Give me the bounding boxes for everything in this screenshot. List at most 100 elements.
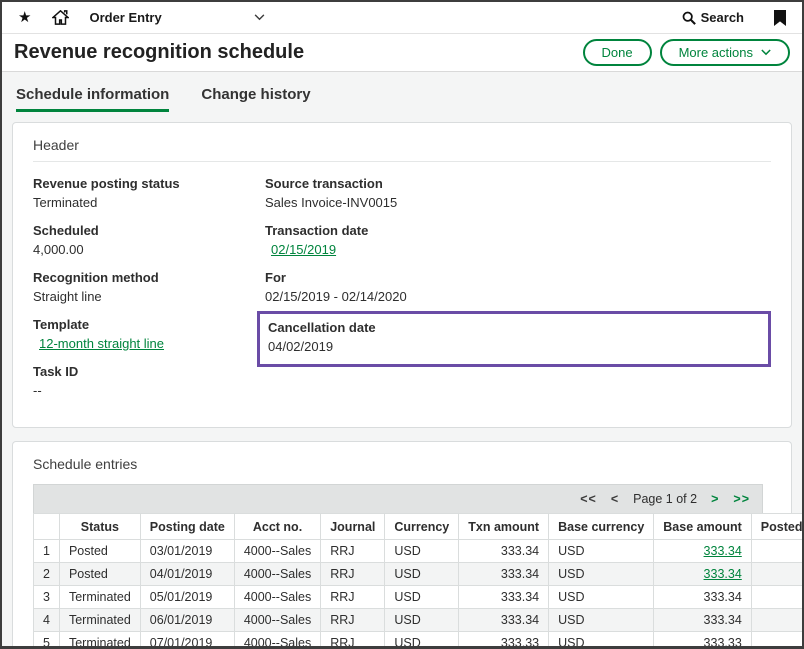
home-icon[interactable] <box>52 10 70 25</box>
table-row: 4 Terminated 06/01/2019 4000--Sales RRJ USD 33… <box>33 608 802 632</box>
cell-journal: RRJ <box>320 631 386 646</box>
field-value: 02/15/2019 <box>265 242 771 257</box>
field-value: Terminated <box>33 195 98 210</box>
cell-txn-amount: 333.34 <box>458 562 550 586</box>
table-row: 3 Terminated 05/01/2019 4000--Sales RRJ USD 33… <box>33 585 802 609</box>
search-button[interactable]: Search <box>682 10 744 25</box>
base-amount-link[interactable]: 333.34 <box>703 544 742 558</box>
cell-base-currency: USD <box>548 608 655 632</box>
cell-txn-amount: 333.33 <box>458 631 550 646</box>
cell-journal: RRJ <box>320 585 386 609</box>
cell-posting-date: 04/01/2019 <box>139 562 235 586</box>
cell-status: Terminated <box>58 631 141 646</box>
header-card: Header Revenue posting status Terminated S… <box>12 122 792 428</box>
pager-next-button[interactable]: > <box>711 492 720 506</box>
cell-base-amount: 333.34 <box>653 539 752 563</box>
cell-row-number: 4 <box>33 608 60 632</box>
template-link[interactable]: 12-month straight line <box>39 336 165 351</box>
search-label: Search <box>700 10 744 25</box>
cell-journal: RRJ <box>320 608 386 632</box>
done-button[interactable]: Done <box>582 39 652 66</box>
search-icon <box>682 11 696 25</box>
cell-status: Terminated <box>58 585 141 609</box>
cell-currency: USD <box>384 539 460 563</box>
cell-posted-base-amount: 0.00 <box>750 631 802 646</box>
cell-status: Posted <box>58 539 141 563</box>
column-header-txn-amount: Txn amount <box>458 513 550 540</box>
app-menu-label[interactable]: Order Entry <box>89 10 162 25</box>
top-nav-bar: ★ Order Entry Search <box>2 2 802 34</box>
column-header-journal: Journal <box>320 513 386 540</box>
pager-page-label: Page 1 of 2 <box>633 492 698 506</box>
cell-txn-amount: 333.34 <box>458 539 550 563</box>
cell-row-number: 5 <box>33 631 60 646</box>
field-value: 12-month straight line <box>33 336 265 351</box>
field-value: 04/02/2019 <box>268 339 334 354</box>
field-label: Transaction date <box>265 223 369 238</box>
column-header-currency: Currency <box>384 513 460 540</box>
field-revenue-posting-status: Revenue posting status Terminated <box>33 176 265 210</box>
page-title: Revenue recognition schedule <box>14 41 305 63</box>
field-scheduled: Scheduled 4,000.00 <box>33 223 265 257</box>
cell-acct-no: 4000--Sales <box>233 539 322 563</box>
field-label: Scheduled <box>33 223 99 238</box>
field-value: 4,000.00 <box>33 242 84 257</box>
favorites-star-icon[interactable]: ★ <box>18 9 32 26</box>
pager-last-button[interactable]: >> <box>733 492 750 506</box>
cell-base-amount: 333.34 <box>653 562 752 586</box>
cell-base-amount: 333.34 <box>653 585 752 609</box>
cell-acct-no: 4000--Sales <box>233 608 322 632</box>
column-header-base-currency: Base currency <box>548 513 655 540</box>
cell-base-currency: USD <box>548 539 655 563</box>
chevron-down-icon[interactable] <box>254 14 265 21</box>
column-header-posted-base-amount: Posted base amount <box>750 513 802 540</box>
table-row: 2 Posted 04/01/2019 4000--Sales RRJ USD 333.34… <box>33 562 802 586</box>
field-label: Template <box>33 317 90 332</box>
cell-posting-date: 03/01/2019 <box>139 539 235 563</box>
schedule-entries-table-wrap: << < Page 1 of 2 > >> Status Posting date… <box>33 484 802 646</box>
cell-posted-base-amount: 333.34 <box>750 539 802 563</box>
tab-schedule-information[interactable]: Schedule information <box>16 86 170 112</box>
tab-change-history[interactable]: Change history <box>201 86 311 103</box>
more-actions-button[interactable]: More actions <box>659 39 790 66</box>
cell-txn-amount: 333.34 <box>458 585 550 609</box>
bookmark-icon[interactable] <box>774 9 786 26</box>
transaction-date-link[interactable]: 02/15/2019 <box>271 242 337 257</box>
cell-status: Terminated <box>58 608 141 632</box>
cell-row-number: 2 <box>33 562 60 586</box>
chevron-down-icon <box>761 49 771 56</box>
more-actions-label: More actions <box>678 45 753 60</box>
cell-posting-date: 06/01/2019 <box>139 608 235 632</box>
divider <box>33 161 771 162</box>
cell-row-number: 3 <box>33 585 60 609</box>
field-label: Revenue posting status <box>33 176 180 191</box>
cell-txn-amount: 333.34 <box>458 608 550 632</box>
cell-status: Posted <box>58 562 141 586</box>
field-label: Recognition method <box>33 270 159 285</box>
field-label: Task ID <box>33 364 79 379</box>
cell-journal: RRJ <box>320 562 386 586</box>
field-value: Straight line <box>33 289 102 304</box>
annotation-highlight-box: Cancellation date 04/02/2019 <box>257 311 771 367</box>
table-row: 5 Terminated 07/01/2019 4000--Sales RRJ USD 33… <box>33 631 802 646</box>
cell-posted-base-amount: 0.00 <box>750 608 802 632</box>
column-header-acct-no: Acct no. <box>233 513 322 540</box>
base-amount-link[interactable]: 333.34 <box>703 567 742 581</box>
column-header-posting-date: Posting date <box>139 513 235 540</box>
field-value: -- <box>33 383 42 398</box>
pager-prev-button[interactable]: < <box>610 492 620 506</box>
table-row: 1 Posted 03/01/2019 4000--Sales RRJ USD 333.34… <box>33 539 802 563</box>
cell-currency: USD <box>384 608 460 632</box>
tabs: Schedule information Change history <box>2 72 802 112</box>
field-transaction-date: Transaction date 02/15/2019 <box>265 223 771 257</box>
field-source-transaction: Source transaction Sales Invoice-INV0015 <box>265 176 771 210</box>
done-button-label: Done <box>601 45 633 60</box>
cell-posted-base-amount: 0.00 <box>750 585 802 609</box>
field-template: Template 12-month straight line <box>33 317 265 351</box>
header-fields-right-column: Source transaction Sales Invoice-INV0015 T… <box>257 176 771 411</box>
field-cancellation-date: Cancellation date 04/02/2019 <box>268 320 742 354</box>
field-label: Source transaction <box>265 176 383 191</box>
column-header-base-amount: Base amount <box>653 513 752 540</box>
pager-first-button[interactable]: << <box>580 492 597 506</box>
